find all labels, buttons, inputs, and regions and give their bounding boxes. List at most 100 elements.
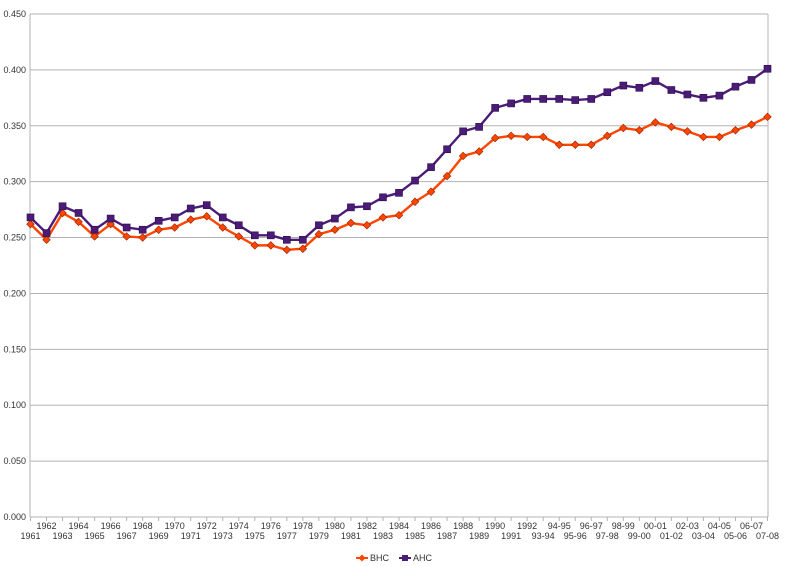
x-tick-label: 1971 (181, 531, 201, 541)
ahc-point (555, 95, 564, 103)
ahc-point (234, 221, 243, 230)
bhc-point (330, 225, 340, 234)
bhc-point (699, 132, 708, 142)
ahc-point (26, 213, 35, 222)
x-tick-label: 1978 (293, 521, 313, 531)
x-tick-label: 1962 (37, 521, 57, 531)
ahc-point (523, 95, 531, 103)
x-tick-label: 94-95 (548, 521, 571, 531)
x-tick-label: 1983 (373, 531, 393, 541)
y-axis-tick-labels: 0.000 0.050 0.100 0.150 0.200 0.250 0.300 0.350… (3, 9, 26, 522)
ahc-point (299, 235, 307, 244)
bhc-point (571, 140, 580, 150)
ahc-point (571, 96, 580, 104)
bhc-point (74, 217, 83, 227)
bhc-point (42, 235, 51, 245)
ahc-point (507, 99, 515, 108)
legend-swatch-marker (358, 554, 366, 562)
ahc-point (603, 88, 612, 97)
ahc-point (347, 203, 355, 212)
x-tick-label: 98-99 (612, 521, 635, 531)
x-tick-label: 00-01 (644, 521, 667, 531)
y-tick-label: 0.000 (3, 512, 26, 522)
x-tick-label: 1992 (517, 521, 537, 531)
bhc-point (282, 245, 292, 255)
x-tick-label: 1984 (389, 521, 409, 531)
legend-item-bhc: BHC (356, 553, 390, 563)
bhc-point (218, 223, 227, 232)
x-tick-label: 1969 (149, 531, 169, 541)
ahc-point (411, 176, 419, 185)
x-tick-label: 1961 (20, 531, 40, 541)
x-axis-tick-labels: 1961196219631964196519661967196819691970… (20, 521, 779, 541)
x-tick-label: 1989 (469, 531, 489, 541)
bhc-point (587, 140, 596, 150)
x-tick-label: 1981 (341, 531, 361, 541)
ahc-point (731, 82, 740, 91)
ahc-point (747, 76, 756, 84)
legend: BHC AHC (356, 553, 433, 563)
bhc-point (522, 132, 532, 142)
bhc-point (362, 221, 372, 230)
ahc-point (106, 214, 115, 223)
ahc-point (427, 163, 435, 171)
legend-label: BHC (370, 553, 390, 563)
x-tick-label: 1975 (245, 531, 265, 541)
x-tick-label: 1964 (69, 521, 89, 531)
ahc-point (251, 231, 259, 240)
ahc-point (315, 221, 323, 230)
x-tick-label: 1965 (85, 531, 105, 541)
x-tick-label: 1980 (325, 521, 345, 531)
x-tick-label: 1979 (309, 531, 329, 541)
ahc-point (491, 104, 499, 112)
x-tick-label: 02-03 (676, 521, 699, 531)
bhc-point (683, 127, 692, 136)
ahc-point (683, 90, 692, 99)
x-tick-label: 1974 (229, 521, 249, 531)
bhc-point (603, 131, 612, 141)
x-tick-label: 1970 (165, 521, 185, 531)
x-tick-label: 05-06 (724, 531, 747, 541)
ahc-point (763, 64, 772, 73)
x-tick-label: 1987 (437, 531, 457, 541)
bhc-point (458, 151, 468, 161)
series-ahc (26, 64, 772, 244)
bhc-point (138, 233, 147, 242)
y-tick-label: 0.150 (3, 344, 26, 354)
y-tick-label: 0.400 (3, 65, 26, 75)
x-tick-label: 04-05 (708, 521, 731, 531)
bhc-point (619, 123, 628, 133)
bhc-point (250, 241, 260, 250)
bhc-point (314, 229, 324, 239)
x-tick-label: 96-97 (580, 521, 603, 531)
bhc-point (346, 218, 356, 228)
bhc-point (426, 187, 436, 196)
x-tick-label: 1988 (453, 521, 473, 531)
y-tick-label: 0.350 (3, 121, 26, 131)
ahc-point (395, 189, 403, 197)
x-tick-label: 97-98 (596, 531, 619, 541)
x-tick-label: 1973 (213, 531, 233, 541)
x-tick-label: 1963 (53, 531, 73, 541)
ahc-point (619, 81, 628, 90)
ahc-point (42, 229, 51, 237)
ahc-point (267, 231, 275, 240)
bhc-point (234, 232, 244, 241)
ahc-point (170, 213, 179, 222)
ahc-point (379, 193, 387, 202)
bhc-point (506, 131, 516, 141)
bhc-point (394, 210, 404, 220)
x-tick-label: 1990 (485, 521, 505, 531)
legend-label: AHC (413, 553, 433, 563)
x-tick-label: 06-07 (740, 521, 763, 531)
ahc-point (587, 95, 596, 103)
bhc-point (731, 126, 740, 135)
ahc-point (475, 123, 483, 131)
ahc-point (635, 83, 644, 92)
ahc-point (122, 223, 131, 232)
bhc-point (170, 223, 179, 232)
bhc-point (635, 126, 644, 135)
legend-item-ahc: AHC (399, 553, 433, 563)
ahc-point (667, 86, 676, 94)
ahc-point (443, 145, 451, 154)
